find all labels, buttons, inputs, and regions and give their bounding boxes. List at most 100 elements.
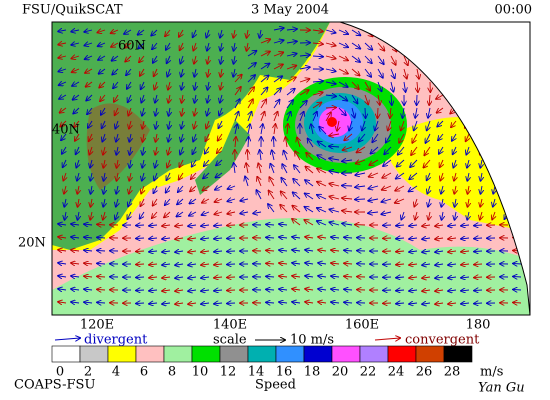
wind-vector	[286, 54, 297, 56]
wind-vector	[97, 30, 106, 33]
wind-vector	[97, 224, 106, 225]
wind-vector	[304, 220, 314, 226]
wind-vector	[364, 55, 372, 63]
wind-vector	[453, 146, 456, 154]
wind-vector	[286, 77, 296, 83]
wind-vector	[97, 250, 106, 251]
wind-vector	[257, 177, 261, 187]
wind-vector	[342, 223, 353, 225]
wind-vector	[194, 120, 196, 129]
wind-vector	[475, 43, 483, 46]
wind-vector	[162, 264, 171, 265]
wind-vector	[502, 55, 509, 62]
wind-vector	[381, 212, 392, 214]
wind-vector	[371, 146, 379, 154]
wind-vector	[142, 120, 144, 129]
wind-vector	[266, 302, 275, 303]
wind-vector	[318, 302, 327, 303]
wind-vector	[461, 290, 470, 291]
wind-vector	[342, 211, 353, 212]
wind-vector	[317, 195, 327, 200]
wind-vector	[215, 186, 223, 190]
wind-vector	[518, 94, 521, 103]
wind-vector	[516, 55, 522, 62]
wind-vector	[454, 172, 456, 181]
wind-vector	[155, 159, 157, 168]
wind-vector	[506, 159, 508, 168]
wind-vector	[189, 198, 197, 204]
wind-vector	[273, 100, 280, 109]
wind-vector	[97, 263, 106, 264]
wind-vector	[297, 137, 300, 148]
wind-vector	[293, 192, 301, 200]
wind-vector	[85, 56, 93, 59]
colorbar-swatch	[163, 345, 193, 363]
wind-vector	[344, 133, 353, 140]
wind-vector	[423, 159, 431, 168]
wind-vector	[234, 87, 241, 96]
wind-vector	[97, 276, 106, 277]
colorbar-label: 12	[220, 365, 237, 380]
wind-vector	[286, 89, 295, 96]
wind-vector	[214, 212, 223, 214]
wind-vector	[168, 94, 170, 103]
wind-vector	[493, 146, 495, 155]
wind-vector	[517, 211, 522, 219]
wind-vector	[435, 69, 444, 72]
wind-vector	[207, 107, 209, 116]
wind-vector	[474, 238, 483, 239]
wind-vector	[448, 290, 457, 291]
wind-vector	[286, 29, 297, 30]
colorbar: 0 2 4 6 8 10 12 14 16 18 20 22 24 26 28	[51, 345, 473, 380]
wind-vector	[351, 94, 358, 103]
wind-vector	[440, 172, 443, 181]
wind-vector	[311, 124, 313, 135]
wind-vector	[149, 238, 158, 239]
wind-vector	[338, 42, 348, 47]
wind-vector	[165, 29, 171, 36]
wind-vector	[98, 56, 106, 60]
wind-vector	[517, 198, 521, 206]
wind-vector	[202, 212, 210, 215]
wind-vector	[388, 120, 391, 130]
wind-vector	[474, 290, 483, 291]
wind-vector	[409, 251, 418, 252]
colorbar-swatch	[107, 345, 137, 363]
wind-vector	[128, 198, 131, 206]
wind-vector	[299, 90, 309, 96]
wind-vector	[513, 237, 522, 238]
wind-vector	[58, 224, 67, 225]
wind-vector	[351, 68, 360, 76]
wind-vector	[272, 150, 274, 161]
wind-vector	[461, 30, 470, 32]
colorbar-title: Speed	[255, 378, 296, 393]
wind-vector	[518, 81, 521, 89]
wind-vector	[269, 191, 275, 200]
wind-vector	[260, 39, 270, 43]
wind-vector	[273, 88, 281, 96]
wind-vector	[519, 159, 521, 168]
wind-vector	[325, 82, 336, 84]
wind-vector	[396, 277, 405, 278]
wind-vector	[179, 172, 184, 180]
wind-vector	[409, 290, 418, 291]
wind-vector	[247, 75, 255, 83]
wind-vector	[378, 81, 382, 91]
wind-vector	[480, 185, 482, 194]
wind-vector	[312, 56, 323, 57]
wind-vector	[436, 95, 444, 99]
wind-vector	[90, 159, 92, 168]
colorbar-label: 18	[304, 365, 321, 380]
wind-vector	[479, 133, 482, 142]
colorbar-label: 16	[276, 365, 293, 380]
wind-vector	[72, 69, 80, 72]
wind-vector	[207, 94, 209, 103]
wind-vector	[338, 107, 346, 115]
wind-vector	[449, 69, 457, 72]
wind-vector	[305, 276, 314, 277]
wind-vector	[165, 198, 171, 205]
wind-vector	[437, 120, 444, 127]
wind-vector	[369, 173, 379, 177]
wind-vector	[448, 264, 457, 265]
wind-vector	[282, 164, 288, 174]
